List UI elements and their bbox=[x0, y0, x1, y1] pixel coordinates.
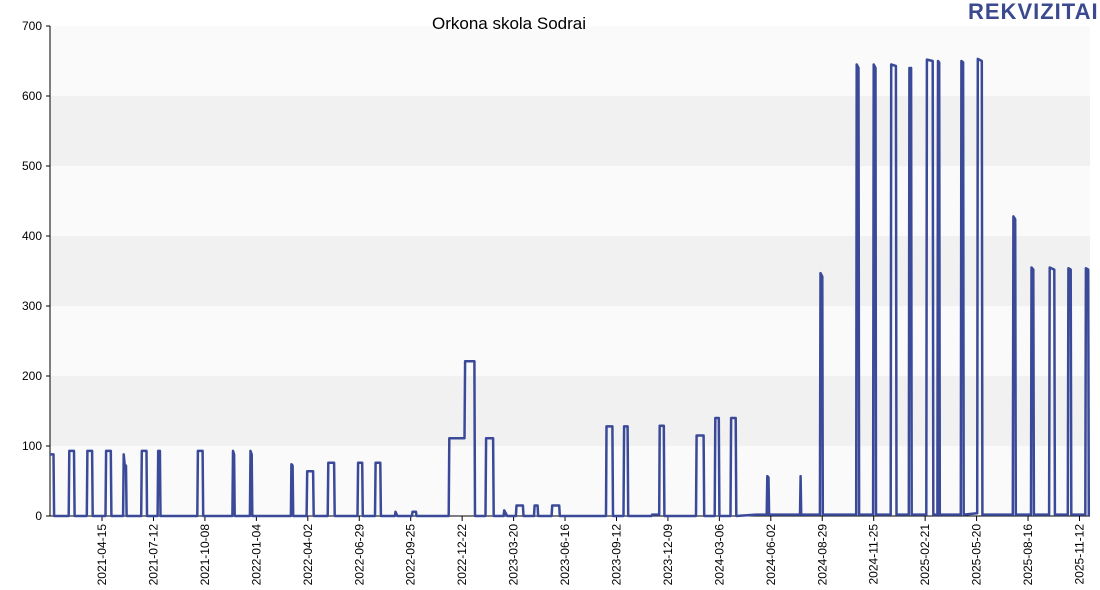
x-tick-label: 2025-05-20 bbox=[970, 524, 984, 586]
y-tick-label: 500 bbox=[22, 159, 42, 173]
x-tick-label: 2023-12-09 bbox=[661, 524, 675, 586]
y-axis-ticks: 0 100 200 300 400 500 600 700 bbox=[22, 19, 50, 523]
x-tick-label: 2024-06-02 bbox=[764, 524, 778, 586]
x-tick-label: 2021-10-08 bbox=[198, 524, 212, 586]
x-tick-label: 2022-12-22 bbox=[455, 524, 469, 586]
y-tick-label: 0 bbox=[35, 509, 42, 523]
grid-band bbox=[50, 236, 1090, 306]
x-tick-label: 2022-06-29 bbox=[352, 524, 366, 586]
x-tick-label: 2023-06-16 bbox=[558, 524, 572, 586]
chart-title: Orkona skola Sodrai bbox=[432, 14, 586, 33]
x-tick-label: 2023-03-20 bbox=[507, 524, 521, 586]
x-tick-label: 2025-02-21 bbox=[918, 524, 932, 586]
y-tick-label: 400 bbox=[22, 229, 42, 243]
y-tick-label: 200 bbox=[22, 369, 42, 383]
brand-logo-text: REKVIZITAI bbox=[968, 0, 1099, 24]
grid-band bbox=[50, 96, 1090, 166]
y-tick-label: 700 bbox=[22, 19, 42, 33]
x-tick-label: 2021-07-12 bbox=[146, 524, 160, 586]
x-tick-label: 2022-01-04 bbox=[249, 524, 263, 586]
x-tick-label: 2023-09-12 bbox=[609, 524, 623, 586]
x-tick-label: 2021-04-15 bbox=[95, 524, 109, 586]
x-tick-label: 2022-04-02 bbox=[301, 524, 315, 586]
x-tick-label: 2025-08-16 bbox=[1021, 524, 1035, 586]
y-tick-label: 300 bbox=[22, 299, 42, 313]
x-tick-label: 2022-09-25 bbox=[404, 524, 418, 586]
grid-band bbox=[50, 376, 1090, 446]
x-tick-label: 2025-11-12 bbox=[1072, 524, 1086, 585]
x-tick-label: 2024-08-29 bbox=[815, 524, 829, 586]
x-tick-label: 2024-11-25 bbox=[867, 524, 881, 585]
y-tick-label: 100 bbox=[22, 439, 42, 453]
x-tick-label: 2024-03-06 bbox=[712, 524, 726, 586]
brand-logo[interactable]: REKVIZITAI vž bbox=[968, 0, 1100, 24]
plot-background bbox=[50, 26, 1090, 516]
series-line bbox=[50, 57, 1091, 518]
y-tick-label: 600 bbox=[22, 89, 42, 103]
x-axis-ticks: 2021-04-15 2021-07-12 2021-10-08 2022-01-04… bbox=[95, 516, 1086, 585]
